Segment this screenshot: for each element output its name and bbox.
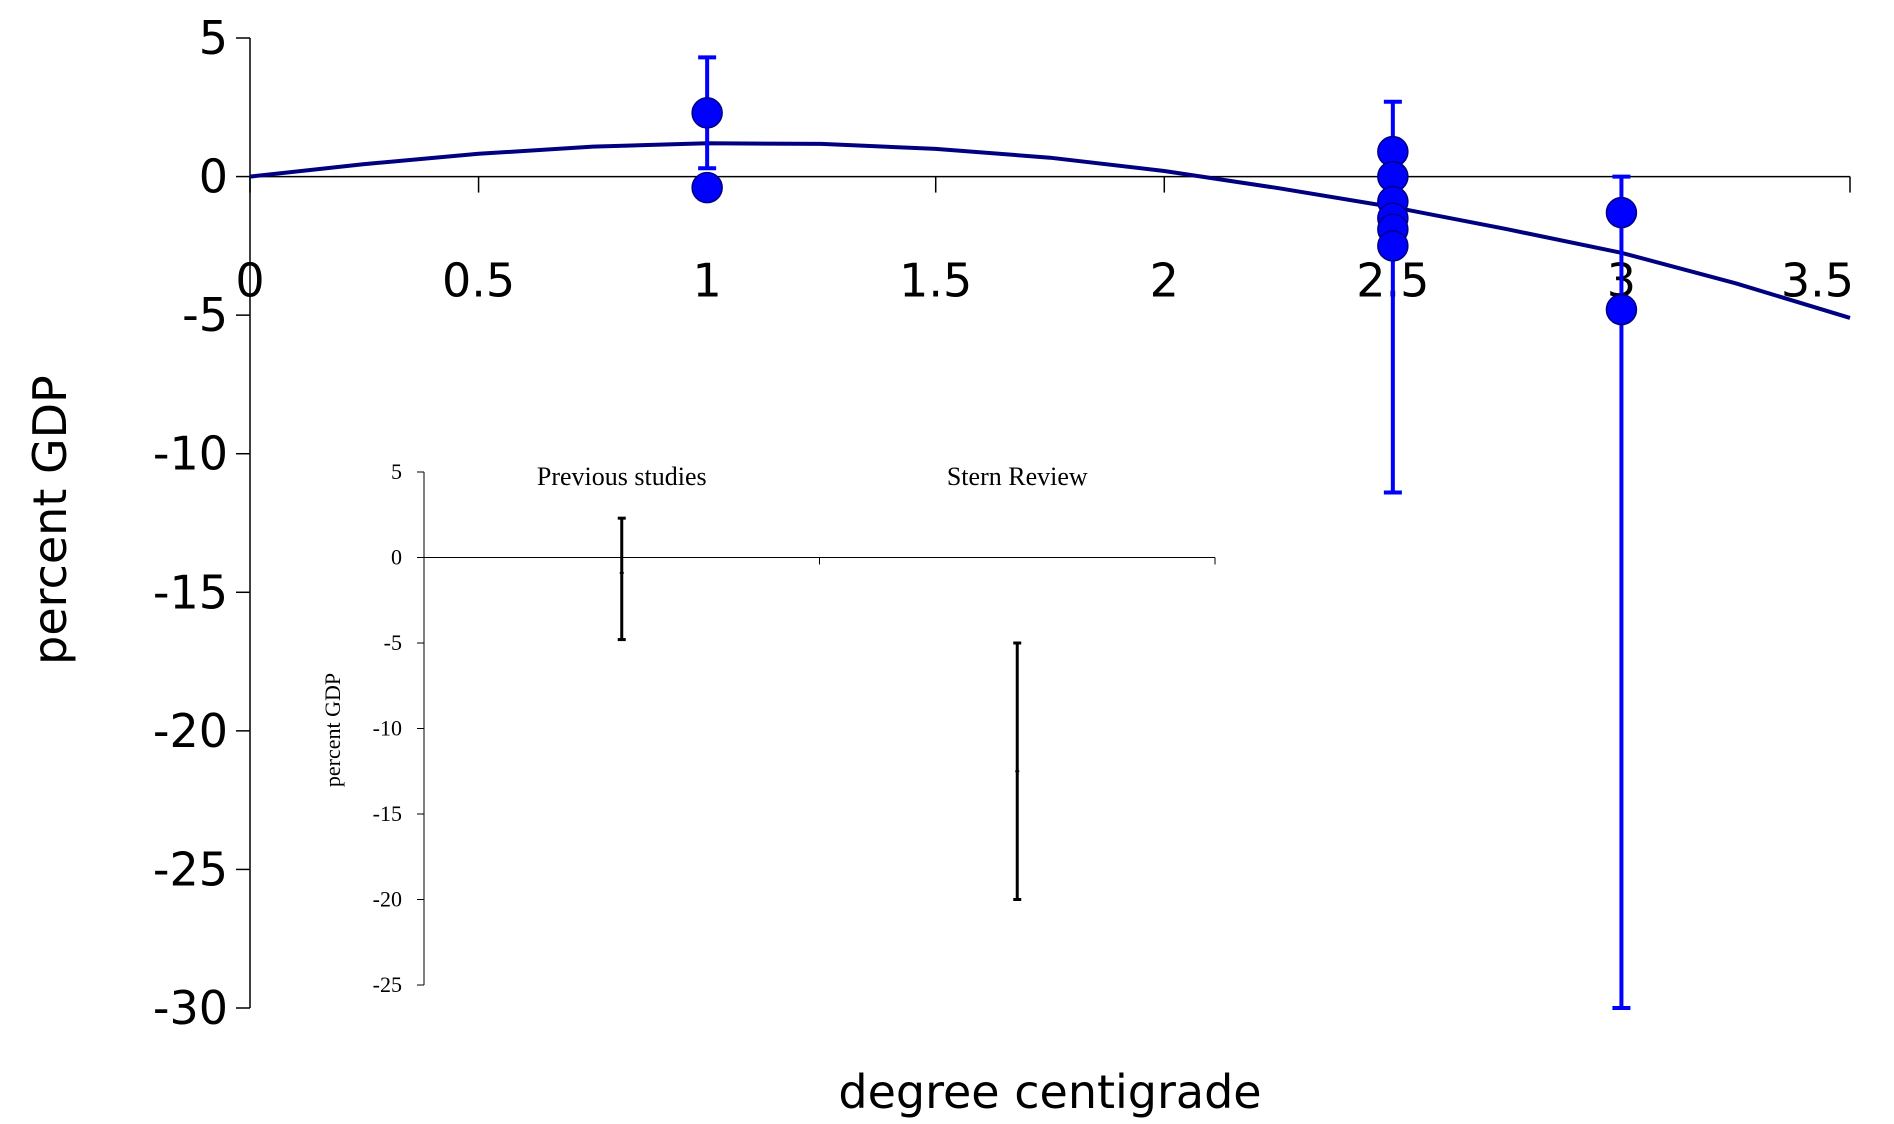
inset-category-label: Stern Review bbox=[947, 462, 1088, 491]
inset-category-label: Previous studies bbox=[537, 462, 707, 491]
main-x-tick-label: 0 bbox=[235, 254, 264, 308]
main-points bbox=[691, 97, 1638, 326]
inset-y-tick-label: -15 bbox=[373, 801, 402, 826]
main-x-tick-label: 2 bbox=[1150, 254, 1179, 308]
inset-chart: 5 0 -5 -10 -15 -20 -25 Previous studies Stern R… bbox=[320, 459, 1216, 997]
inset-x-ticks bbox=[423, 557, 1216, 565]
main-y-tick-label: -10 bbox=[153, 427, 228, 481]
inset-y-tick-label: -10 bbox=[373, 716, 402, 741]
main-y-tick-label: -20 bbox=[153, 704, 228, 758]
main-y-tick-label: -30 bbox=[153, 981, 228, 1035]
main-y-ticks: 5 0 -5 -10 -15 -20 -25 -30 bbox=[153, 11, 250, 1035]
inset-y-tick-label: 5 bbox=[391, 459, 402, 484]
inset-y-axis-label: percent GDP bbox=[320, 673, 345, 787]
main-y-axis-label: percent GDP bbox=[23, 375, 77, 665]
inset-y-tick-label: -5 bbox=[384, 630, 402, 655]
main-error-bars bbox=[698, 55, 1631, 1010]
main-chart: 50-5-10-15-20-25-30 00.511.522.533.5 deg… bbox=[23, 11, 1854, 1119]
data-point bbox=[1605, 196, 1638, 229]
main-x-axis-label: degree centigrade bbox=[838, 1065, 1261, 1119]
main-y-tick-label: -15 bbox=[153, 565, 228, 619]
main-y-tick-label: 5 bbox=[199, 11, 228, 65]
fit-curve bbox=[249, 141, 1851, 320]
data-point bbox=[1605, 293, 1638, 326]
main-x-tick-label: 1 bbox=[693, 254, 722, 308]
data-point bbox=[691, 97, 723, 129]
data-point bbox=[691, 171, 723, 204]
main-x-tick-label: 1.5 bbox=[899, 254, 972, 308]
inset-y-tick-label: -20 bbox=[373, 887, 402, 912]
inset-y-ticks: 5 0 -5 -10 -15 -20 -25 bbox=[373, 459, 424, 997]
data-point bbox=[1377, 230, 1409, 262]
inset-categories: Previous studies Stern Review bbox=[537, 462, 1088, 491]
main-y-tick-label: 0 bbox=[199, 150, 228, 204]
inset-ranges bbox=[617, 516, 1022, 901]
main-x-tick-label: 0.5 bbox=[442, 254, 515, 308]
inset-y-tick-label: -25 bbox=[373, 972, 402, 997]
main-y-tick-label: -5 bbox=[182, 288, 228, 342]
main-y-tick-label: -25 bbox=[153, 842, 228, 896]
inset-y-tick-label: 0 bbox=[391, 545, 402, 570]
main-x-ticks: 00.511.522.533.5 bbox=[235, 176, 1854, 308]
